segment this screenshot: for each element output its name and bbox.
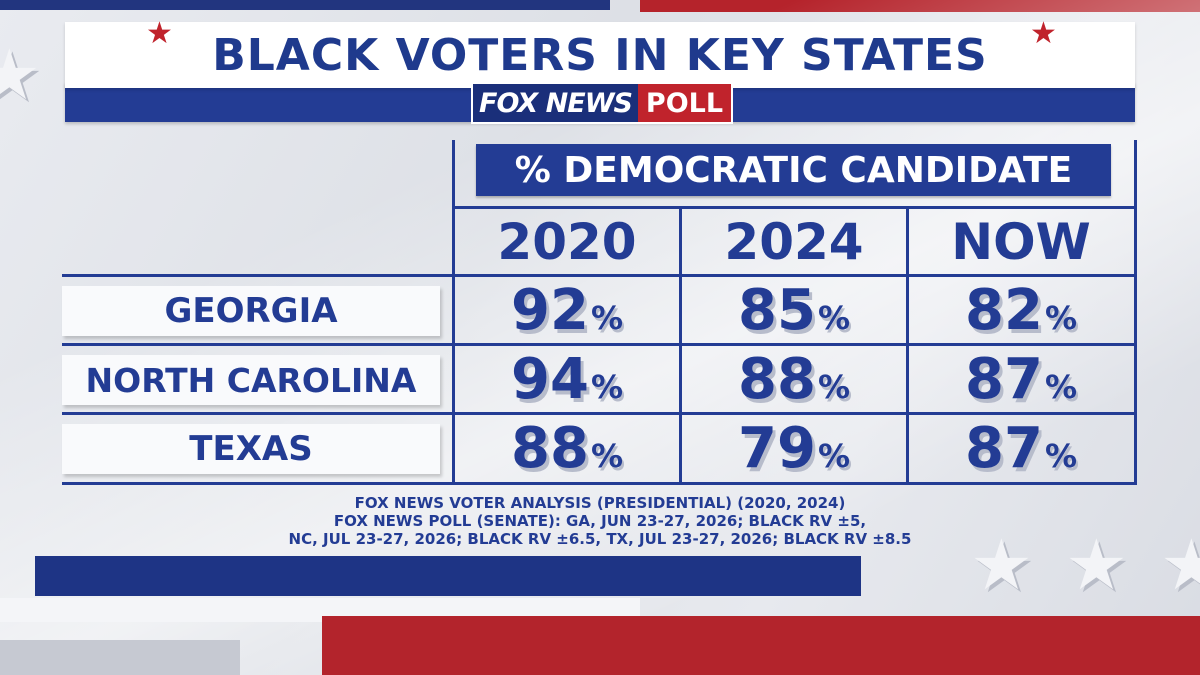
cell-value: 94: [511, 347, 589, 412]
title-banner: BLACK VOTERS IN KEY STATES: [65, 22, 1135, 88]
row-label-north-carolina: NORTH CAROLINA: [62, 355, 440, 405]
grid-line-vertical: [452, 140, 455, 485]
bottom-red-bar: [322, 616, 1200, 675]
cell-value: 85: [738, 278, 816, 343]
grid-line-horizontal: [62, 343, 1137, 346]
cell-unit: %: [590, 368, 623, 406]
table-cell: 79%: [682, 417, 906, 481]
column-header-now: NOW: [951, 213, 1091, 271]
background-star-icon: ★: [1065, 524, 1128, 606]
chart-title: BLACK VOTERS IN KEY STATES: [212, 29, 988, 81]
table-cell: 82%: [909, 279, 1133, 343]
grid-line-vertical: [1134, 140, 1137, 485]
grid-line-horizontal: [452, 206, 1137, 209]
star-icon: ★: [1030, 16, 1057, 51]
source-note: FOX NEWS VOTER ANALYSIS (PRESIDENTIAL) (…: [240, 494, 960, 548]
table-cell: 92%: [455, 279, 679, 343]
cell-unit: %: [1044, 368, 1077, 406]
cell-unit: %: [817, 437, 850, 475]
column-header-2020: 2020: [497, 213, 637, 271]
background-star-icon: ★: [970, 524, 1033, 606]
row-label-georgia: GEORGIA: [62, 286, 440, 336]
table-cell: 85%: [682, 279, 906, 343]
cell-unit: %: [1044, 437, 1077, 475]
source-line: NC, JUL 23-27, 2026; BLACK RV ±6.5, TX, …: [288, 530, 912, 548]
grid-line-horizontal: [62, 274, 1137, 277]
source-line: FOX NEWS POLL (SENATE): GA, JUN 23-27, 2…: [333, 512, 867, 530]
grid-line-horizontal: [62, 482, 1137, 485]
bottom-gray-bar: [0, 640, 240, 675]
source-line: FOX NEWS VOTER ANALYSIS (PRESIDENTIAL) (…: [354, 494, 846, 512]
table-cell: 88%: [682, 348, 906, 412]
cell-value: 88: [511, 416, 589, 481]
grid-line-vertical: [906, 207, 909, 485]
grid-line-vertical: [679, 207, 682, 485]
bottom-blue-bar: [35, 556, 861, 596]
cell-unit: %: [590, 299, 623, 337]
cell-unit: %: [1044, 299, 1077, 337]
cell-value: 87: [965, 416, 1043, 481]
table-header-banner: % DEMOCRATIC CANDIDATE: [476, 144, 1111, 196]
column-header-2024: 2024: [724, 213, 864, 271]
cell-value: 87: [965, 347, 1043, 412]
fox-news-poll-logo: FOX NEWS POLL: [471, 82, 734, 124]
cell-value: 79: [738, 416, 816, 481]
cell-unit: %: [817, 299, 850, 337]
background-star-icon: ★: [0, 34, 41, 116]
cell-unit: %: [817, 368, 850, 406]
row-label-texas: TEXAS: [62, 424, 440, 474]
table-cell: 94%: [455, 348, 679, 412]
cell-value: 82: [965, 278, 1043, 343]
cell-value: 88: [738, 347, 816, 412]
logo-label: POLL: [637, 84, 732, 122]
logo-network: FOX NEWS: [473, 84, 638, 122]
cell-value: 92: [511, 278, 589, 343]
grid-line-horizontal: [62, 412, 1137, 415]
table-cell: 87%: [909, 348, 1133, 412]
table-cell: 88%: [455, 417, 679, 481]
table-cell: 87%: [909, 417, 1133, 481]
cell-unit: %: [590, 437, 623, 475]
background-star-icon: ★: [1160, 524, 1200, 606]
star-icon: ★: [146, 16, 173, 51]
